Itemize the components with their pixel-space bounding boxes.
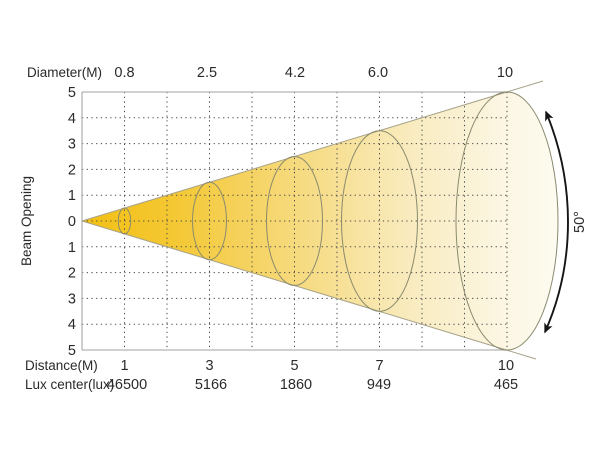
beam-ellipse-3m — [192, 181, 227, 261]
beam-cross-sections — [117, 91, 559, 351]
y-tick-label: 3 — [68, 137, 76, 153]
lux-value: 46500 — [107, 377, 147, 393]
beam-ellipse-10m — [455, 91, 559, 351]
beam-ellipse-1m — [117, 207, 132, 235]
cone-upper-edge — [81, 80, 544, 222]
diameter-value: 2.5 — [197, 65, 217, 81]
distance-value: 1 — [120, 358, 128, 374]
beam-angle-label: 50° — [572, 211, 588, 233]
lux-center-row: Lux center(lux) 46500 5166 1860 949 465 — [25, 377, 518, 393]
diameter-value: 10 — [497, 65, 513, 81]
y-tick-label: 2 — [68, 162, 76, 178]
beam-ellipse-5m — [266, 156, 323, 286]
y-tick-label: 4 — [68, 317, 76, 333]
lux-row-title: Lux center(lux) — [25, 377, 114, 392]
y-tick-label: 3 — [68, 291, 76, 307]
top-axis: Diameter(M) 0.8 2.5 4.2 6.0 10 — [27, 65, 513, 81]
lux-value: 465 — [494, 377, 518, 393]
diameter-value: 6.0 — [368, 65, 388, 81]
y-tick-label: 4 — [68, 111, 76, 127]
y-tick-label: 5 — [68, 343, 76, 359]
lux-value: 949 — [367, 377, 391, 393]
diameter-value: 0.8 — [114, 65, 134, 81]
top-axis-title: Diameter(M) — [27, 65, 102, 80]
diameter-value: 4.2 — [285, 65, 305, 81]
distance-value: 5 — [290, 358, 298, 374]
cone-lower-edge — [81, 220, 537, 360]
lux-value: 1860 — [280, 377, 312, 393]
y-tick-label: 0 — [68, 214, 76, 230]
beam-angle-arrow — [544, 110, 569, 334]
y-tick-label: 1 — [68, 240, 76, 256]
y-tick-label: 2 — [68, 266, 76, 282]
beam-ellipse-7m — [341, 130, 418, 312]
y-tick-label: 1 — [68, 188, 76, 204]
left-axis-title: Beam Opening — [19, 176, 34, 266]
distance-value: 7 — [375, 358, 383, 374]
distance-value: 10 — [498, 358, 514, 374]
beam-cross-section-10m-fill — [456, 92, 558, 350]
grid-lines — [82, 92, 508, 350]
left-axis: Beam Opening 5 4 3 2 1 0 1 2 3 4 5 — [19, 85, 76, 359]
lux-value: 5166 — [195, 377, 227, 393]
y-tick-label: 5 — [68, 85, 76, 101]
distance-axis: Distance(M) 1 3 5 7 10 — [25, 358, 514, 374]
distance-value: 3 — [205, 358, 213, 374]
distance-axis-title: Distance(M) — [25, 358, 98, 373]
